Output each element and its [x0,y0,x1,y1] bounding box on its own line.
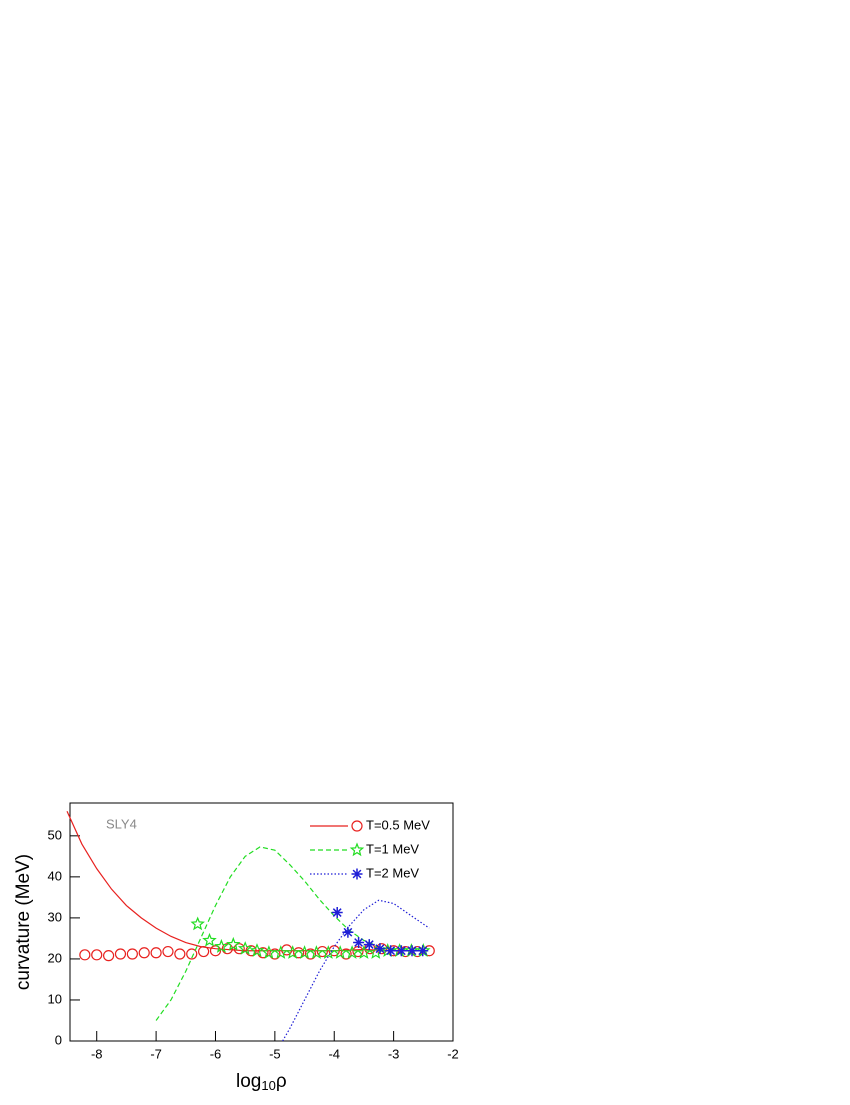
marker-circle [79,949,91,961]
marker-circle [269,948,281,960]
marker-star [202,932,217,947]
y-tick-label: 40 [48,868,62,883]
x-label-base: log [236,1071,261,1092]
marker-circle [162,945,174,958]
marker-star [321,945,336,959]
x-tick-label: -2 [447,1046,459,1061]
y-tick-label: 10 [48,991,62,1006]
marker-asterisk [342,926,354,938]
y-tick-label: 0 [55,1032,62,1047]
x-tick-label: -8 [91,1046,103,1061]
y-tick-label: 30 [48,909,62,924]
marker-asterisk [385,945,397,957]
series-line [282,899,430,1042]
marker-asterisk [417,945,429,957]
annotation: SLY4 [106,816,137,831]
marker-circle [198,945,210,958]
marker-asterisk [353,937,365,949]
y-axis-label: curvature (MeV) [13,854,34,990]
marker-circle [209,945,222,957]
legend-label: T=2 MeV [366,865,419,880]
marker-circle [221,943,233,955]
marker-star [273,945,289,959]
marker-circle [126,948,138,960]
legend-label: T=0.5 MeV [366,817,430,832]
x-tick-label: -3 [388,1046,400,1061]
marker-circle [114,948,127,960]
marker-star [356,945,372,959]
marker-circle [186,948,198,960]
marker-star [226,936,241,951]
plot-frame [69,802,454,1042]
marker-star [249,943,265,957]
marker-asterisk [374,943,386,955]
marker-circle [150,947,162,959]
x-tick-label: -4 [328,1046,340,1061]
marker-circle [351,820,363,832]
marker-star [332,945,348,959]
marker-circle [340,948,352,960]
marker-circle [174,948,186,960]
marker-circle [316,945,328,958]
marker-asterisk [395,945,407,957]
marker-circle [233,943,245,955]
x-axis-label: log10ρ [236,1071,287,1093]
marker-star [261,945,277,959]
marker-circle [138,947,150,959]
marker-circle [257,947,269,959]
marker-circle [102,950,115,962]
marker-star [297,945,312,959]
marker-star [237,941,253,955]
y-tick-label: 50 [48,827,62,842]
marker-circle [91,949,103,961]
legend-label: T=1 MeV [366,841,419,856]
marker-circle [304,948,317,960]
marker-asterisk [363,939,375,951]
marker-star [349,842,365,857]
x-tick-label: -7 [150,1046,162,1061]
x-label-subscript: 10 [261,1078,275,1093]
marker-asterisk [331,907,343,919]
series-line [66,810,418,952]
marker-asterisk [406,945,418,957]
x-label-variable: ρ [276,1071,287,1092]
marker-star [309,945,324,959]
marker-star [344,945,360,959]
marker-star [285,945,300,959]
x-tick-label: -5 [269,1046,281,1061]
marker-star [190,916,205,931]
marker-asterisk [351,868,363,880]
marker-star [214,938,229,953]
marker-circle [293,947,305,959]
y-tick-label: 20 [48,950,62,965]
x-tick-label: -6 [210,1046,222,1061]
marker-circle [245,945,257,957]
